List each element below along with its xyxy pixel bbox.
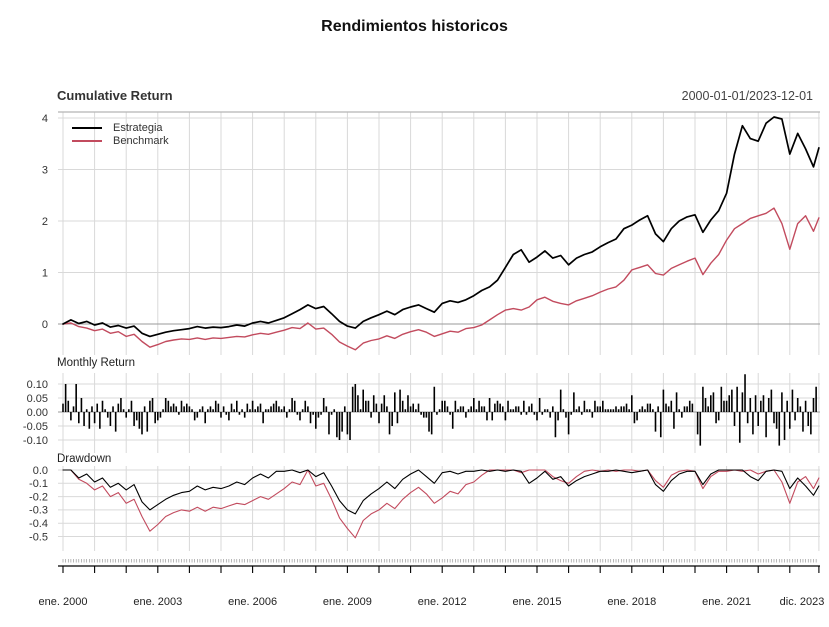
- benchmark-drawdown-line: [62, 469, 820, 539]
- x-tick-label: ene. 2003: [133, 596, 182, 608]
- estrategia-drawdown-line: [62, 469, 820, 515]
- panel-title-monthly-return: Monthly Return: [57, 357, 135, 369]
- y-tick-label-drawdown: -0.4: [29, 518, 48, 530]
- legend-item-estrategia: Estrategia: [72, 121, 169, 134]
- legend-item-benchmark: Benchmark: [72, 134, 169, 147]
- y-tick-label-cumulative: 4: [42, 113, 48, 125]
- estrategia-line-swatch: [72, 126, 102, 129]
- y-tick-label-cumulative: 1: [42, 267, 48, 279]
- benchmark-line-swatch: [72, 139, 102, 142]
- y-tick-label-drawdown: -0.3: [29, 505, 48, 517]
- benchmark-cumulative-line: [62, 207, 820, 351]
- x-tick-label: ene. 2000: [39, 596, 88, 608]
- legend-label-estrategia: Estrategia: [113, 121, 163, 134]
- legend: Estrategia Benchmark: [72, 121, 169, 147]
- x-axis-minor-ticks: [62, 559, 817, 563]
- estrategia-cumulative-line: [62, 116, 820, 338]
- y-tick-label-monthly: 0.05: [27, 393, 48, 405]
- x-tick-label: ene. 2015: [513, 596, 562, 608]
- y-tick-label-monthly: 0.00: [27, 407, 48, 419]
- panel-title-cumulative-return: Cumulative Return: [57, 88, 173, 103]
- grid-vertical-panel-2: [62, 373, 820, 453]
- panel-title-drawdown: Drawdown: [57, 453, 112, 465]
- x-axis-major-ticks: [62, 566, 820, 573]
- y-tick-label-monthly: -0.05: [23, 421, 48, 433]
- x-tick-label: ene. 2006: [228, 596, 277, 608]
- y-tick-label-drawdown: -0.1: [29, 478, 48, 490]
- legend-label-benchmark: Benchmark: [113, 134, 169, 147]
- y-tick-label-drawdown: -0.2: [29, 491, 48, 503]
- grid-vertical-panel-3: [62, 466, 820, 551]
- y-tick-label-cumulative: 2: [42, 216, 48, 228]
- page-title: Rendimientos historicos: [321, 18, 508, 35]
- monthly-return-bars: [62, 374, 817, 446]
- date-range-label: 2000-01-01/2023-12-01: [681, 89, 813, 103]
- y-tick-label-drawdown: 0.0: [33, 465, 48, 477]
- grid-vertical-panel-1: [62, 112, 820, 355]
- y-tick-label-cumulative: 3: [42, 164, 48, 176]
- x-tick-label: ene. 2012: [418, 596, 467, 608]
- y-tick-label-monthly: -0.10: [23, 435, 48, 447]
- y-tick-label-cumulative: 0: [42, 319, 48, 331]
- x-tick-label: dic. 2023: [780, 596, 825, 608]
- x-tick-label: ene. 2009: [323, 596, 372, 608]
- y-tick-label-monthly: 0.10: [27, 379, 48, 391]
- x-tick-label: ene. 2021: [702, 596, 751, 608]
- x-tick-label: ene. 2018: [607, 596, 656, 608]
- y-tick-label-drawdown: -0.5: [29, 531, 48, 543]
